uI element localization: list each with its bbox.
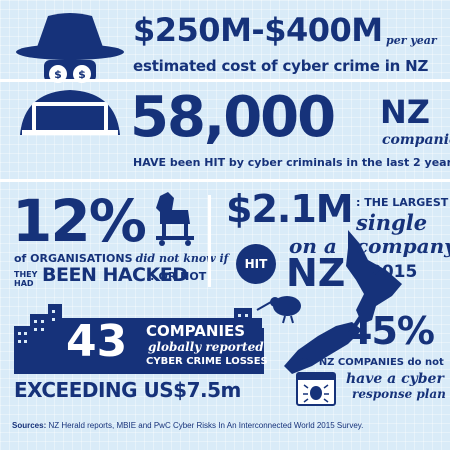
svg-text:$: $ <box>54 68 62 81</box>
hit-count: 58,000 <box>130 85 336 150</box>
sources-label: Sources: <box>12 421 47 430</box>
response-percent: 45% <box>346 309 435 353</box>
did-not-know-text: did not know if <box>135 252 229 265</box>
organisations-line: of ORGANISATIONS did not know if <box>14 252 228 265</box>
losses-box <box>58 318 262 374</box>
kiwi-bird-icon <box>256 296 301 324</box>
cost-description: estimated cost of cyber crime in NZ <box>133 57 429 75</box>
browser-bug-icon <box>296 372 336 406</box>
response-plan-label: response plan <box>352 387 446 401</box>
divider <box>0 179 450 182</box>
nz-companies-label: OF NZ COMPANIES do not <box>300 357 444 368</box>
exceeding-label: EXCEEDING US$7.5m <box>14 378 241 402</box>
divider <box>208 195 211 287</box>
nz-map-icon <box>284 230 402 374</box>
year-label: 2015 <box>370 262 418 282</box>
companies-label: COMPANIES <box>146 322 246 340</box>
per-year-label: per year <box>386 34 437 47</box>
been-hacked-label: BEEN HACKED <box>42 264 188 286</box>
hit-description: HAVE been HIT by cyber criminals in the … <box>133 156 450 169</box>
nz-label: NZ <box>380 93 430 131</box>
single-label: single <box>356 210 428 235</box>
losses-count: 43 <box>66 316 128 367</box>
have-cyber-label: have a cyber <box>346 371 444 387</box>
hit-badge: HIT <box>236 244 276 284</box>
company-in-label: company in <box>356 234 450 258</box>
sources-text: NZ Herald reports, MBIE and PwC Cyber Ri… <box>46 421 364 430</box>
or-not-label: ...OR NOT <box>146 270 207 283</box>
spy-hacker-icon: $ $ <box>16 13 124 135</box>
nz-label: NZ <box>286 251 346 295</box>
sources-footer: Sources: NZ Herald reports, MBIE and PwC… <box>12 421 363 430</box>
largest-hit-amount: $2.1M <box>226 187 354 231</box>
companies-label: companies <box>382 132 450 148</box>
divider <box>0 79 450 82</box>
cyber-crime-losses-label: CYBER CRIME LOSSES <box>146 356 268 367</box>
globally-reported-label: globally reported <box>148 340 264 354</box>
the-largest-label: : THE LARGEST <box>356 196 449 209</box>
they-had-label: THEY HAD <box>14 270 38 288</box>
svg-text:$: $ <box>78 68 86 81</box>
cost-amount: $250M-$400M <box>133 11 383 49</box>
organisations-caps: of ORGANISATIONS <box>14 252 133 265</box>
trojan-horse-icon <box>156 192 194 246</box>
hacked-percent: 12% <box>12 187 147 255</box>
on-a-label: on a <box>289 234 337 258</box>
